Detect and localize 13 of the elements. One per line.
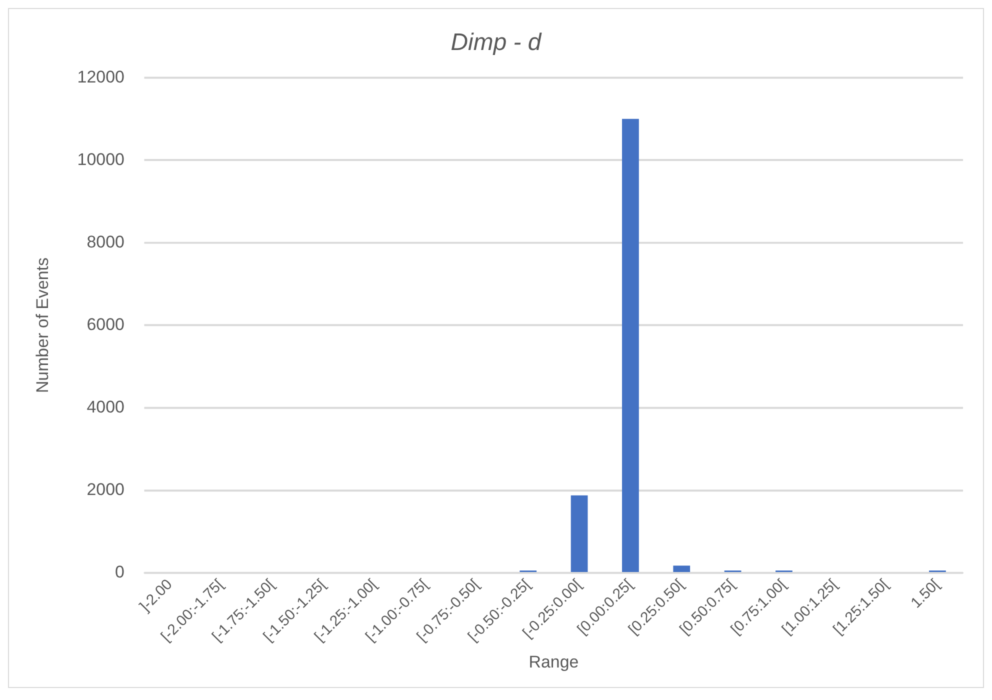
y-axis-title: Number of Events xyxy=(32,258,52,394)
bar xyxy=(570,495,588,572)
bar xyxy=(673,566,690,572)
y-tick-label: 0 xyxy=(115,562,124,582)
y-tick-label: 8000 xyxy=(86,232,124,252)
chart-title: Dimp - d xyxy=(450,28,542,56)
y-tick-label: 2000 xyxy=(86,480,124,500)
y-tick-label: 6000 xyxy=(86,314,124,334)
y-tick-label: 10000 xyxy=(77,150,124,169)
y-tick-label: 12000 xyxy=(77,67,124,86)
bar xyxy=(622,118,639,572)
x-axis-title: Range xyxy=(528,652,579,672)
y-tick-label: 4000 xyxy=(86,398,124,417)
